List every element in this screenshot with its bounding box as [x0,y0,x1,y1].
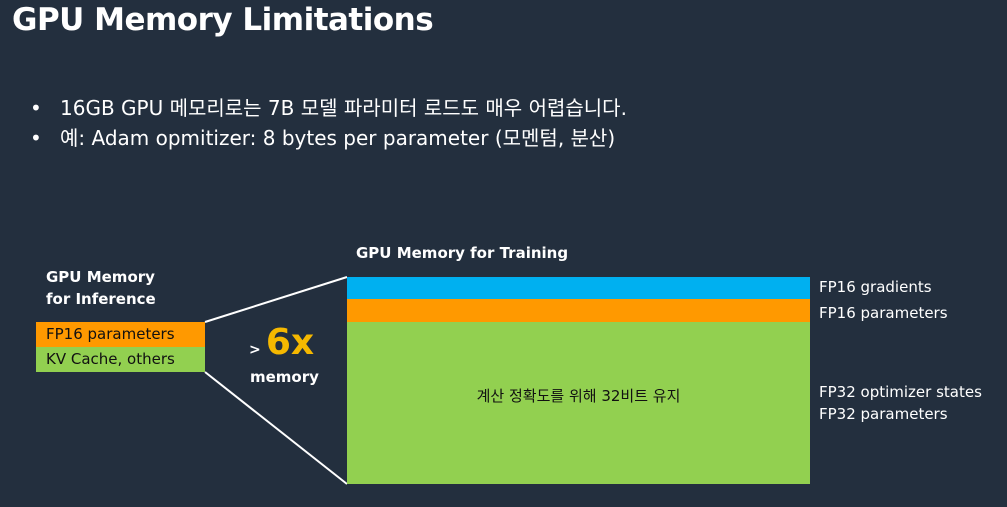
inference-title-line: for Inference [46,290,156,308]
inference-title: GPU Memory for Inference [46,266,156,310]
inference-kv-cache-block: KV Cache, others [36,347,205,372]
memory-multiplier: > 6x [249,322,314,363]
fp32-note: 계산 정확도를 위해 32비트 유지 [476,387,681,405]
bullet-item: • 16GB GPU 메모리로는 7B 모델 파라미터 로드도 매우 어렵습니다. [30,92,627,121]
multiplier-label: memory [250,368,319,386]
bullet-item: • 예: Adam opmitizer: 8 bytes per paramete… [30,122,615,151]
training-title: GPU Memory for Training [356,244,569,262]
connector-bottom [204,371,348,485]
label-fp32-parameters: FP32 parameters [819,405,948,423]
slide-title: GPU Memory Limitations [12,2,434,38]
multiplier-prefix: > [249,342,261,358]
label-fp16-parameters: FP16 parameters [819,304,948,322]
bullet-text: 예: Adam opmitizer: 8 bytes per parameter… [60,126,616,150]
inference-title-line: GPU Memory [46,268,155,286]
bullet-dot: • [30,96,42,120]
multiplier-value: 6x [265,322,315,363]
bullet-dot: • [30,126,42,150]
inference-fp16-block: FP16 parameters [36,322,205,347]
label-fp16-gradients: FP16 gradients [819,278,932,296]
training-fp16-params-bar [347,299,810,322]
label-fp32-optimizer-states: FP32 optimizer states [819,383,982,401]
training-gradients-bar [347,277,810,299]
bullet-text: 16GB GPU 메모리로는 7B 모델 파라미터 로드도 매우 어렵습니다. [60,96,627,120]
connector-top [204,276,348,323]
training-fp32-bar [347,322,810,484]
